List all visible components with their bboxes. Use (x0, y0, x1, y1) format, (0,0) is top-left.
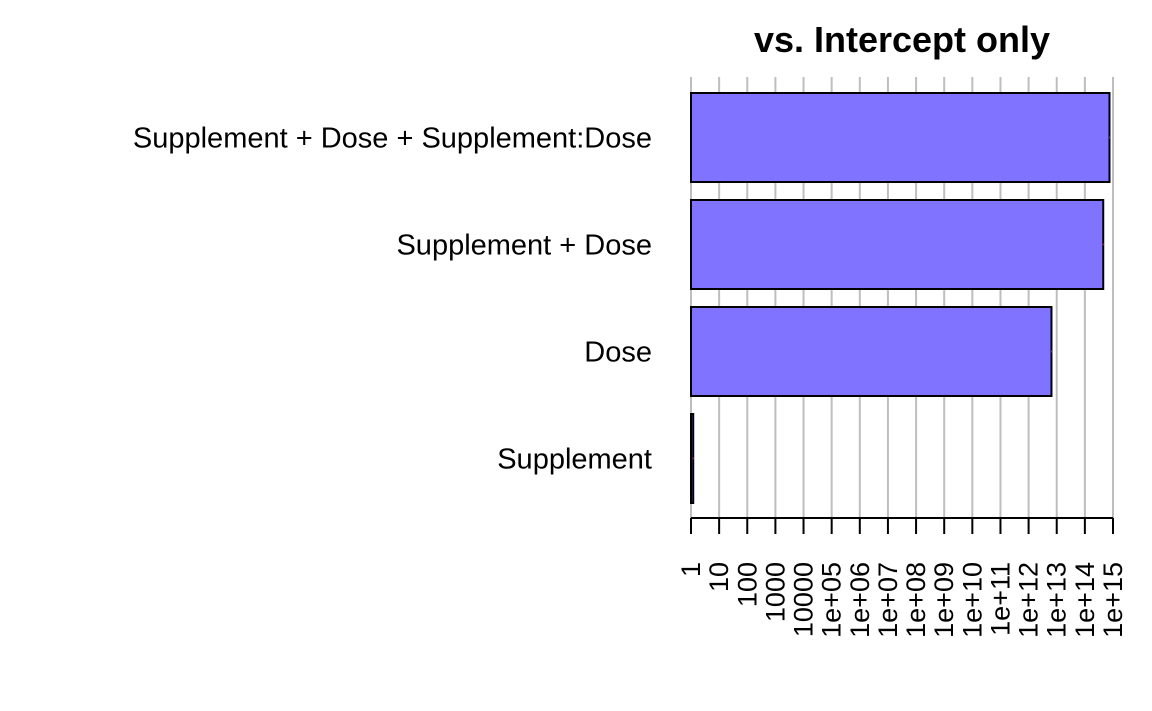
x-tick-label: 1e+09 (929, 562, 959, 638)
bar (690, 199, 1105, 290)
x-axis: 1101001000100001e+051e+061e+071e+081e+09… (676, 517, 1128, 638)
category-label: Supplement (497, 444, 652, 476)
x-tick-label: 1e+10 (957, 562, 987, 638)
x-tick-label: 1e+13 (1042, 562, 1072, 638)
x-tick-label: 100 (732, 562, 762, 607)
x-tick-label: 1e+14 (1070, 562, 1100, 638)
category-label: Supplement + Dose (396, 230, 652, 262)
x-tick-label: 1e+05 (817, 562, 847, 638)
x-tick-label: 1 (676, 562, 706, 577)
x-tick-label: 10 (704, 562, 734, 592)
x-tick-label: 1e+11 (985, 562, 1015, 636)
chart-title: vs. Intercept only (754, 19, 1050, 60)
x-tick-label: 1e+07 (873, 562, 903, 638)
bars (690, 92, 1111, 504)
category-label: Supplement + Dose + Supplement:Dose (133, 123, 652, 155)
category-label: Dose (584, 337, 652, 369)
bar (690, 306, 1053, 397)
x-tick-label: 1e+08 (901, 562, 931, 638)
x-tick-label: 1000 (760, 562, 790, 622)
x-tick-label: 1e+06 (845, 562, 875, 638)
category-labels: Supplement + Dose + Supplement:Dose Suppl… (133, 123, 652, 476)
x-tick-label: 1e+12 (1014, 562, 1044, 638)
x-tick-label: 1e+15 (1098, 562, 1128, 638)
x-tick-label: 10000 (789, 562, 819, 637)
bar (690, 92, 1111, 183)
